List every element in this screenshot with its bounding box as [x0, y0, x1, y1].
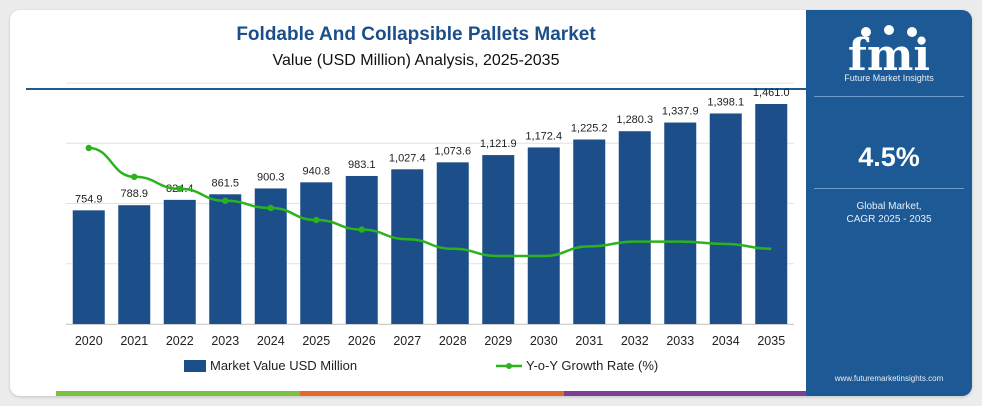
bar-2032: [618, 131, 651, 324]
title-divider: [26, 88, 806, 90]
x-tick-2031: 2031: [575, 334, 603, 348]
chart-title: Foldable And Collapsible Pallets Market: [236, 24, 596, 45]
cagr-label-line2: CAGR 2025 - 2035: [846, 214, 932, 225]
website-link[interactable]: www.futuremarketinsights.com: [834, 374, 944, 383]
x-tick-2024: 2024: [257, 334, 285, 348]
logo-text: fmi: [848, 30, 930, 81]
legend: Market Value USD Million Y-o-Y Growth Ra…: [184, 358, 658, 373]
bar-2030: [527, 147, 560, 324]
bar-label-2034: 1,398.1: [707, 96, 744, 108]
bar-2021: [118, 205, 151, 324]
growth-line: [88, 146, 772, 258]
bar-2033: [664, 122, 697, 324]
growth-point-2024: [267, 204, 274, 212]
bar-2034: [709, 113, 742, 325]
growth-point-2025: [313, 216, 320, 224]
bar-label-2025: 940.8: [302, 165, 330, 177]
growth-point-2021: [131, 173, 138, 180]
x-tick-2034: 2034: [712, 334, 740, 348]
cagr-label: Global Market, CAGR 2025 - 2035: [806, 200, 972, 226]
bar-label-2020: 754.9: [75, 193, 103, 205]
bar-2020: [72, 210, 105, 324]
bar-2031: [573, 139, 606, 324]
accent-stripe-green: [56, 391, 300, 396]
x-tick-2020: 2020: [75, 334, 103, 348]
bar-label-2024: 900.3: [257, 171, 285, 183]
bar-label-2027: 1,027.4: [389, 152, 426, 164]
x-axis-ticks: 2020 2021 2022 2023 2024 2025 2026 2027 2028 2029…: [66, 324, 794, 348]
bar-label-2030: 1,172.4: [525, 130, 562, 142]
bar-series: [72, 104, 788, 325]
brand-name: Future Market Insights: [844, 73, 934, 83]
bar-2027: [391, 169, 424, 324]
chart-canvas: 754.9788.9824.4861.5900.3940.8983.11,027…: [66, 82, 794, 373]
bar-label-2035: 1,461.0: [753, 87, 790, 99]
accent-stripe-orange: [300, 391, 564, 396]
bar-label-2029: 1,121.9: [480, 138, 517, 150]
legend-marker-growth-rate: [506, 363, 512, 369]
bar-label-2023: 861.5: [211, 177, 239, 189]
bar-2026: [345, 175, 378, 324]
fmi-logo-mark: fmi: [848, 25, 930, 81]
brand-sidebar: fmi Future Market Insights 4.5% Global M…: [806, 10, 972, 396]
x-tick-2035: 2035: [757, 334, 785, 348]
bar-2025: [300, 182, 333, 324]
x-tick-2032: 2032: [621, 334, 649, 348]
x-tick-2030: 2030: [530, 334, 558, 348]
x-tick-2033: 2033: [666, 334, 694, 348]
bar-label-2026: 983.1: [348, 159, 376, 171]
legend-label-market-value: Market Value USD Million: [210, 358, 357, 373]
x-tick-2029: 2029: [484, 334, 512, 348]
bar-2028: [436, 162, 469, 324]
logo-dot-icon: [884, 25, 894, 35]
logo-dot-icon: [907, 27, 917, 37]
logo-dot-icon: [861, 27, 871, 37]
bar-label-2032: 1,280.3: [616, 114, 653, 126]
x-tick-2023: 2023: [211, 334, 239, 348]
chart-subtitle: Value (USD Million) Analysis, 2025-2035: [272, 52, 560, 69]
bar-2035: [755, 104, 788, 324]
growth-line-series: [85, 144, 772, 258]
x-tick-2021: 2021: [120, 334, 148, 348]
bar-label-2031: 1,225.2: [571, 123, 608, 135]
growth-point-2022: [176, 185, 183, 192]
cagr-value: 4.5%: [858, 142, 920, 172]
growth-point-2023: [222, 197, 229, 204]
accent-stripe-purple: [564, 391, 806, 396]
x-tick-2025: 2025: [302, 334, 330, 348]
growth-point-2026: [358, 226, 365, 233]
x-tick-2027: 2027: [393, 334, 421, 348]
growth-point-2020: [85, 144, 92, 152]
sidebar-divider-middle: [814, 188, 964, 189]
bar-label-2028: 1,073.6: [434, 145, 471, 157]
cagr-label-line1: Global Market,: [856, 201, 922, 212]
bar-2029: [482, 155, 515, 324]
fmi-logo: fmi: [806, 22, 972, 82]
legend-label-growth-rate: Y-o-Y Growth Rate (%): [526, 358, 658, 373]
x-tick-2028: 2028: [439, 334, 467, 348]
bar-2022: [163, 199, 196, 324]
legend-swatch-market-value: [184, 360, 206, 372]
x-tick-2026: 2026: [348, 334, 376, 348]
sidebar-divider-top: [814, 96, 964, 97]
bar-label-2021: 788.9: [120, 188, 148, 200]
chart-card: Foldable And Collapsible Pallets Market …: [10, 10, 972, 396]
bar-2023: [209, 194, 242, 324]
x-tick-2022: 2022: [166, 334, 194, 348]
bar-label-2033: 1,337.9: [662, 106, 699, 118]
